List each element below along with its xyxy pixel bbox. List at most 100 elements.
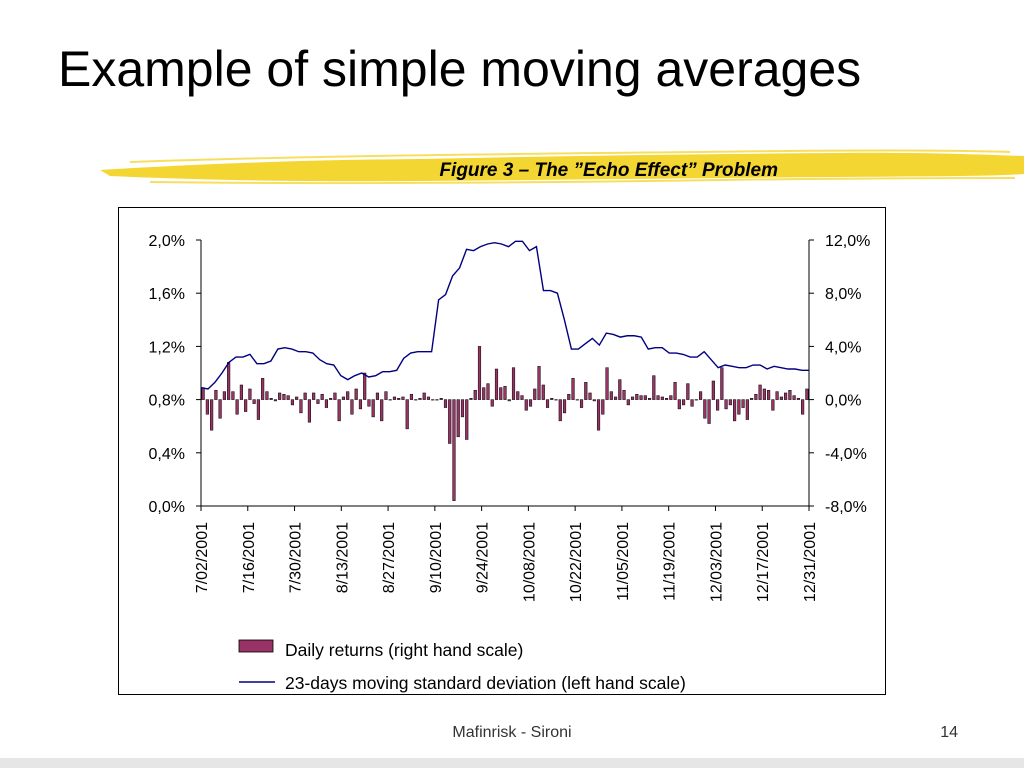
return-bar — [754, 394, 758, 400]
return-bar — [312, 392, 316, 400]
return-bar — [435, 399, 439, 401]
return-bar — [473, 390, 477, 400]
return-bar — [307, 399, 311, 423]
return-bar — [235, 399, 239, 415]
return-bar — [596, 399, 601, 431]
return-bar — [601, 399, 605, 415]
x-tick-label: 7/30/2001 — [288, 522, 305, 593]
return-bar — [660, 396, 664, 400]
return-bar — [579, 399, 584, 408]
return-bar — [384, 391, 388, 400]
return-bar — [324, 399, 329, 408]
return-bar — [265, 391, 269, 400]
return-bar — [201, 387, 205, 400]
return-bar — [728, 399, 732, 406]
page-number: 14 — [940, 724, 958, 741]
return-bar — [218, 399, 222, 419]
x-tick-label: 12/17/2001 — [755, 522, 772, 602]
return-bar — [418, 398, 422, 400]
return-bar — [584, 382, 588, 400]
return-bar — [494, 368, 499, 400]
return-bar — [439, 398, 443, 400]
return-bar — [486, 383, 490, 400]
x-tick-label: 7/02/2001 — [194, 522, 211, 593]
return-bar — [477, 346, 482, 400]
return-bar — [592, 399, 596, 402]
return-bar — [618, 379, 622, 400]
return-bar — [511, 367, 516, 400]
return-bar — [737, 399, 741, 415]
return-bar — [528, 399, 533, 407]
bottom-strip — [0, 758, 1024, 768]
return-bar — [329, 398, 333, 400]
return-bar — [227, 362, 231, 400]
return-bar — [516, 391, 520, 400]
return-bar — [295, 396, 299, 400]
return-bar — [231, 391, 235, 400]
return-bar — [337, 399, 341, 422]
right-tick-label: 8,0% — [825, 286, 861, 303]
left-tick-label: 1,2% — [149, 339, 185, 356]
figure-caption: Figure 3 – The ”Echo Effect” Problem — [439, 160, 778, 181]
return-bar — [456, 399, 460, 438]
return-bar — [665, 398, 669, 400]
chart-legend: Daily returns (right hand scale) 23-days … — [238, 639, 686, 693]
combo-chart: 0,0% 0,4% 0,8% 1,2% 1,6% 2,0% -8,0% -4,0% 0,0% 4,… — [149, 233, 871, 693]
return-bar — [741, 399, 745, 408]
return-bar — [520, 395, 524, 400]
return-bar — [652, 375, 656, 400]
x-tick-label: 8/13/2001 — [334, 522, 351, 593]
return-bar — [409, 394, 414, 400]
return-bar — [541, 384, 545, 400]
right-tick-label: -8,0% — [825, 499, 867, 516]
return-bar — [762, 388, 766, 400]
return-bar — [261, 378, 265, 400]
return-bar — [716, 399, 720, 411]
return-bar — [622, 390, 626, 400]
return-bar — [656, 395, 660, 400]
return-bar — [239, 384, 243, 400]
return-bar — [707, 399, 711, 424]
return-bar — [682, 399, 686, 406]
return-bar — [503, 386, 507, 400]
return-bar — [443, 399, 448, 408]
x-tick-label: 12/03/2001 — [708, 522, 725, 602]
return-bar — [282, 394, 286, 400]
return-bar — [779, 396, 783, 400]
return-bar — [558, 399, 562, 422]
chart-frame: 0,0% 0,4% 0,8% 1,2% 1,6% 2,0% -8,0% -4,0% 0,0% 4,… — [118, 207, 886, 695]
return-bar — [397, 398, 401, 400]
return-bar — [210, 399, 214, 431]
footer-text: Mafinrisk - Sironi — [452, 724, 572, 741]
return-bar — [248, 388, 252, 400]
left-tick-label: 2,0% — [149, 233, 185, 250]
return-bar — [792, 395, 796, 400]
left-tick-label: 0,4% — [149, 446, 185, 463]
return-bar — [286, 395, 290, 400]
x-tick-label: 11/19/2001 — [662, 522, 679, 601]
return-bar — [767, 390, 771, 400]
return-bar — [431, 399, 435, 401]
x-tick-label: 8/27/2001 — [381, 522, 398, 593]
return-bar — [358, 399, 363, 410]
return-bar — [639, 395, 643, 400]
return-bar — [320, 394, 324, 400]
return-bar — [758, 384, 762, 400]
return-bar — [214, 390, 218, 400]
return-bar — [537, 366, 541, 400]
legend-label-returns: Daily returns (right hand scale) — [285, 640, 523, 660]
return-bar — [341, 396, 346, 400]
return-bar — [796, 398, 800, 400]
right-tick-label: 0,0% — [825, 393, 861, 410]
x-tick-label: 12/31/2001 — [802, 522, 819, 602]
x-tick-label: 9/10/2001 — [428, 522, 445, 593]
left-tick-label: 1,6% — [149, 286, 185, 303]
return-bar — [448, 399, 452, 444]
return-bar — [567, 394, 571, 400]
return-bar — [414, 399, 418, 401]
return-bar — [371, 399, 375, 418]
axes-group: 0,0% 0,4% 0,8% 1,2% 1,6% 2,0% -8,0% -4,0% 0,0% 4,… — [149, 233, 871, 602]
return-bar — [545, 399, 550, 408]
return-bar — [562, 399, 567, 414]
return-bar — [205, 399, 209, 415]
